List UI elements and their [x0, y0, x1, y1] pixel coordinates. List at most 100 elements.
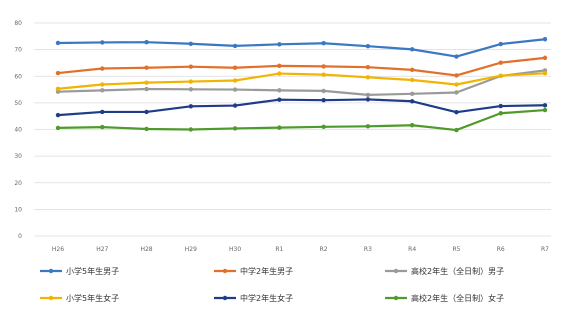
- data-point: [277, 125, 282, 130]
- legend-label: 高校2年生（全日制）男子: [411, 266, 504, 276]
- legend-item: 中学2年生男子: [214, 266, 293, 276]
- x-tick-label: R3: [364, 246, 372, 253]
- legend-marker: [48, 295, 54, 301]
- data-point: [409, 99, 415, 104]
- y-tick-label: 50: [14, 100, 22, 107]
- data-point: [144, 39, 149, 45]
- data-point: [542, 37, 548, 42]
- data-point: [365, 64, 371, 70]
- data-point: [454, 54, 459, 59]
- data-point: [321, 72, 326, 77]
- data-point: [55, 125, 61, 131]
- data-point: [232, 43, 238, 49]
- y-tick-label: 60: [14, 73, 22, 80]
- data-point: [321, 41, 326, 46]
- data-point: [454, 82, 459, 87]
- x-tick-label: R4: [408, 246, 416, 253]
- data-point: [188, 64, 194, 69]
- data-point: [188, 104, 194, 109]
- data-point: [454, 90, 459, 95]
- legend-label: 小学5年生男子: [66, 266, 119, 276]
- legend-item: 高校2年生（全日制）男子: [385, 266, 504, 276]
- data-point: [365, 75, 371, 80]
- data-point: [409, 123, 415, 128]
- legend-item: 高校2年生（全日制）女子: [385, 293, 504, 303]
- y-tick-label: 80: [14, 20, 22, 27]
- legend-item: 小学5年生女子: [40, 293, 119, 303]
- series-line: [57, 108, 546, 132]
- legend-marker: [393, 295, 399, 301]
- x-tick-label: H30: [229, 246, 241, 253]
- legend-label: 中学2年生男子: [240, 266, 293, 276]
- data-point: [100, 88, 105, 93]
- legend-item: 小学5年生男子: [40, 266, 119, 276]
- series-line: [57, 56, 546, 77]
- y-tick-label: 10: [14, 206, 22, 213]
- series-0: [55, 37, 548, 59]
- data-point: [277, 71, 282, 76]
- y-tick-label: 40: [14, 127, 22, 134]
- data-point: [188, 79, 194, 84]
- data-point: [232, 65, 238, 70]
- data-point: [542, 71, 548, 76]
- data-point: [277, 63, 282, 69]
- series-lines: [55, 37, 548, 133]
- data-point: [144, 126, 149, 132]
- series-line: [57, 98, 546, 117]
- data-point: [100, 82, 105, 87]
- data-point: [232, 87, 238, 92]
- data-point: [409, 91, 415, 97]
- data-point: [232, 103, 238, 108]
- data-point: [409, 67, 415, 73]
- legend-label: 小学5年生女子: [66, 293, 119, 303]
- legend-marker: [222, 268, 228, 274]
- data-point: [232, 126, 238, 131]
- data-point: [277, 97, 282, 102]
- data-point: [321, 98, 326, 103]
- legend-marker: [48, 268, 54, 274]
- data-point: [144, 86, 149, 92]
- data-point: [100, 66, 105, 71]
- legend-item: 中学2年生女子: [214, 293, 293, 303]
- series-line: [57, 72, 546, 90]
- data-point: [498, 41, 503, 47]
- series-line: [57, 69, 546, 96]
- data-point: [542, 55, 548, 61]
- y-tick-label: 30: [14, 153, 22, 160]
- gridlines: [34, 22, 551, 237]
- data-point: [188, 127, 194, 132]
- data-point: [55, 40, 61, 46]
- x-tick-label: H26: [52, 246, 64, 253]
- data-point: [498, 103, 503, 109]
- data-point: [277, 42, 282, 47]
- data-point: [55, 86, 61, 91]
- x-tick-label: H27: [96, 246, 108, 253]
- data-point: [100, 109, 105, 115]
- data-point: [365, 43, 371, 49]
- legend-marker: [393, 268, 399, 274]
- data-point: [321, 64, 326, 69]
- legend-label: 高校2年生（全日制）女子: [411, 293, 504, 303]
- legend-marker: [222, 295, 228, 301]
- series-1: [55, 55, 548, 78]
- series-line: [57, 38, 546, 58]
- data-point: [188, 41, 194, 46]
- x-axis-ticks: H26 H27 H28 H29 H30 R1 R2 R3 R4 R5 R6 R7: [52, 246, 549, 253]
- data-point: [321, 124, 326, 130]
- x-tick-label: R7: [541, 246, 549, 253]
- data-point: [498, 111, 503, 116]
- series-4: [55, 97, 548, 118]
- data-point: [498, 73, 503, 78]
- data-point: [144, 109, 149, 115]
- data-point: [144, 65, 149, 70]
- data-point: [409, 47, 415, 52]
- series-5: [55, 107, 548, 133]
- data-point: [232, 78, 238, 83]
- data-point: [409, 77, 415, 83]
- series-3: [55, 71, 548, 91]
- data-point: [321, 88, 326, 94]
- data-point: [454, 127, 459, 133]
